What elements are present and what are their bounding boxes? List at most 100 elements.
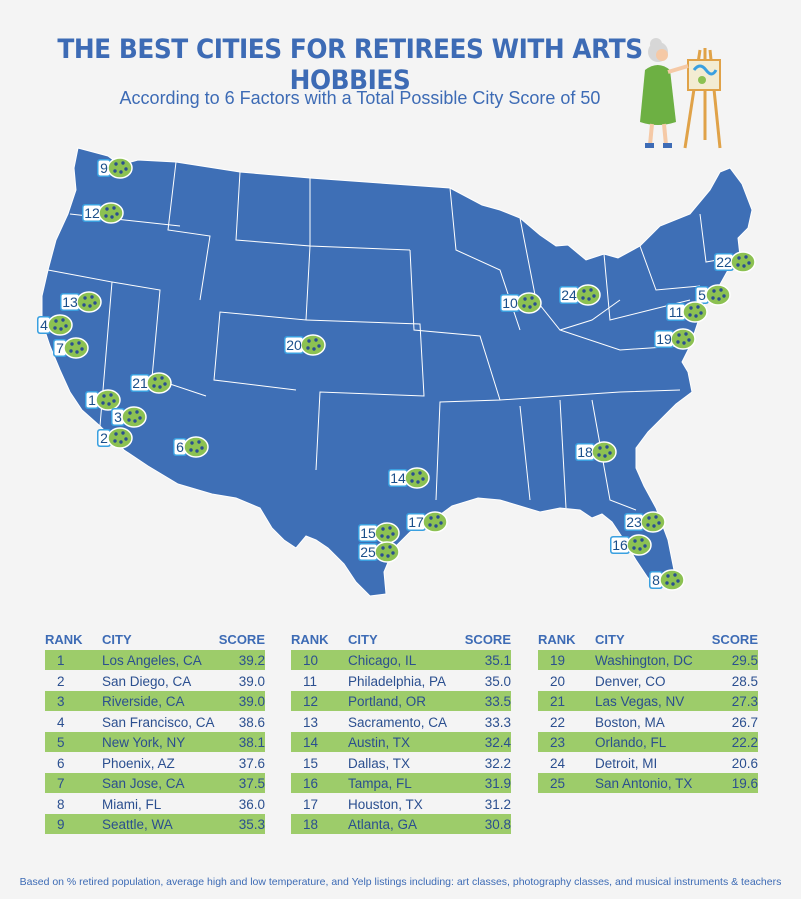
- city-cell: Atlanta, GA: [348, 817, 418, 832]
- score-cell: 27.3: [731, 694, 758, 709]
- rank-cell: 8: [57, 796, 65, 812]
- palette-icon: [575, 284, 601, 306]
- city-marker: 12: [82, 202, 124, 224]
- palette-icon: [121, 406, 147, 428]
- table-row: 11 Philadelphia, PA 35.0: [291, 671, 511, 691]
- table-row: 23 Orlando, FL 22.2: [538, 732, 758, 752]
- rank-cell: 1: [57, 653, 65, 668]
- state-borders: [47, 161, 741, 511]
- table-header: RANK CITY SCORE: [538, 628, 758, 650]
- table-row: 1 Los Angeles, CA 39.2: [45, 650, 265, 670]
- rank-cell: 23: [550, 735, 566, 750]
- table-row: 17 Houston, TX 31.2: [291, 794, 511, 814]
- score-cell: 32.2: [484, 755, 511, 771]
- city-cell: Washington, DC: [595, 653, 693, 668]
- marker-rank-label: 2: [100, 430, 108, 446]
- palette-icon: [682, 301, 708, 323]
- marker-rank-label: 10: [502, 295, 518, 311]
- rank-cell: 15: [303, 755, 319, 771]
- rank-header: RANK: [45, 632, 83, 647]
- city-marker: 23: [624, 511, 666, 533]
- score-header: SCORE: [711, 632, 758, 647]
- city-cell: Houston, TX: [348, 796, 423, 812]
- city-cell: San Francisco, CA: [102, 714, 215, 730]
- marker-rank-label: 12: [84, 205, 100, 221]
- city-marker: 3: [111, 406, 147, 428]
- score-cell: 30.8: [484, 817, 511, 832]
- city-marker: 11: [666, 301, 708, 323]
- rank-cell: 3: [57, 694, 65, 709]
- table-row: 20 Denver, CO 28.5: [538, 671, 758, 691]
- city-cell: Phoenix, AZ: [102, 755, 175, 771]
- score-cell: 35.1: [484, 653, 511, 668]
- score-cell: 35.0: [484, 673, 511, 689]
- palette-icon: [47, 314, 73, 336]
- city-cell: Portland, OR: [348, 694, 427, 709]
- rank-cell: 18: [303, 817, 319, 832]
- palette-icon: [63, 337, 89, 359]
- table-row: 3 Riverside, CA 39.0: [45, 691, 265, 711]
- city-cell: Dallas, TX: [348, 755, 411, 771]
- marker-rank-label: 6: [176, 439, 184, 455]
- table-header: RANK CITY SCORE: [291, 628, 511, 650]
- marker-rank-label: 20: [286, 337, 302, 353]
- marker-rank-label: 17: [408, 514, 424, 530]
- table-row: 19 Washington, DC 29.5: [538, 650, 758, 670]
- score-cell: 37.6: [238, 755, 265, 771]
- palette-icon: [422, 511, 448, 533]
- table-row: 18 Atlanta, GA 30.8: [291, 814, 511, 834]
- rank-cell: 7: [57, 776, 65, 791]
- score-cell: 39.0: [238, 673, 265, 689]
- score-cell: 29.5: [731, 653, 758, 668]
- city-cell: San Antonio, TX: [595, 776, 693, 791]
- city-header: CITY: [595, 632, 625, 647]
- palette-icon: [705, 284, 731, 306]
- footnote: Based on % retired population, average h…: [19, 876, 782, 888]
- table-row: 5 New York, NY 38.1: [45, 732, 265, 752]
- city-cell: San Diego, CA: [102, 673, 192, 689]
- palette-icon: [374, 541, 400, 563]
- rank-cell: 4: [57, 714, 65, 730]
- table-header: RANK CITY SCORE: [45, 628, 265, 650]
- marker-rank-label: 24: [561, 287, 577, 303]
- score-cell: 26.7: [731, 714, 758, 730]
- city-cell: Seattle, WA: [102, 817, 173, 832]
- score-cell: 38.6: [238, 714, 265, 730]
- rank-cell: 17: [303, 796, 319, 812]
- score-cell: 22.2: [731, 735, 758, 750]
- city-marker: 6: [173, 436, 209, 458]
- rank-cell: 6: [57, 755, 65, 771]
- city-marker: 24: [559, 284, 601, 306]
- marker-rank-label: 3: [114, 409, 122, 425]
- city-markers: 1234567891011121314151617181920212223242…: [37, 157, 756, 591]
- city-marker: 22: [714, 251, 756, 273]
- city-marker: 7: [53, 337, 89, 359]
- marker-rank-label: 25: [360, 544, 376, 560]
- city-cell: Las Vegas, NV: [595, 694, 685, 709]
- marker-rank-label: 8: [652, 572, 660, 588]
- palette-icon: [183, 436, 209, 458]
- table-row: 21 Las Vegas, NV 27.3: [538, 691, 758, 711]
- palette-icon: [146, 372, 172, 394]
- ranking-column-1: RANK CITY SCORE 1 Los Angeles, CA 39.2 2 San Di…: [45, 628, 265, 835]
- city-cell: Sacramento, CA: [348, 714, 448, 730]
- city-marker: 15: [358, 522, 400, 544]
- table-row: 25 San Antonio, TX 19.6: [538, 773, 758, 793]
- city-marker: 17: [406, 511, 448, 533]
- score-cell: 33.5: [484, 694, 511, 709]
- marker-rank-label: 13: [62, 294, 78, 310]
- city-cell: Denver, CO: [595, 673, 666, 689]
- table-row: 6 Phoenix, AZ 37.6: [45, 753, 265, 773]
- page-title: THE BEST CITIES FOR RETIREES WITH ARTS H…: [57, 34, 643, 96]
- palette-icon: [404, 467, 430, 489]
- marker-rank-label: 23: [626, 514, 642, 530]
- score-cell: 37.5: [238, 776, 265, 791]
- rank-cell: 12: [303, 694, 319, 709]
- city-cell: Boston, MA: [595, 714, 665, 730]
- palette-icon: [95, 389, 121, 411]
- palette-icon: [107, 427, 133, 449]
- rank-cell: 5: [57, 735, 65, 750]
- score-header: SCORE: [464, 632, 511, 647]
- palette-icon: [670, 328, 696, 350]
- table-row: 15 Dallas, TX 32.2: [291, 753, 511, 773]
